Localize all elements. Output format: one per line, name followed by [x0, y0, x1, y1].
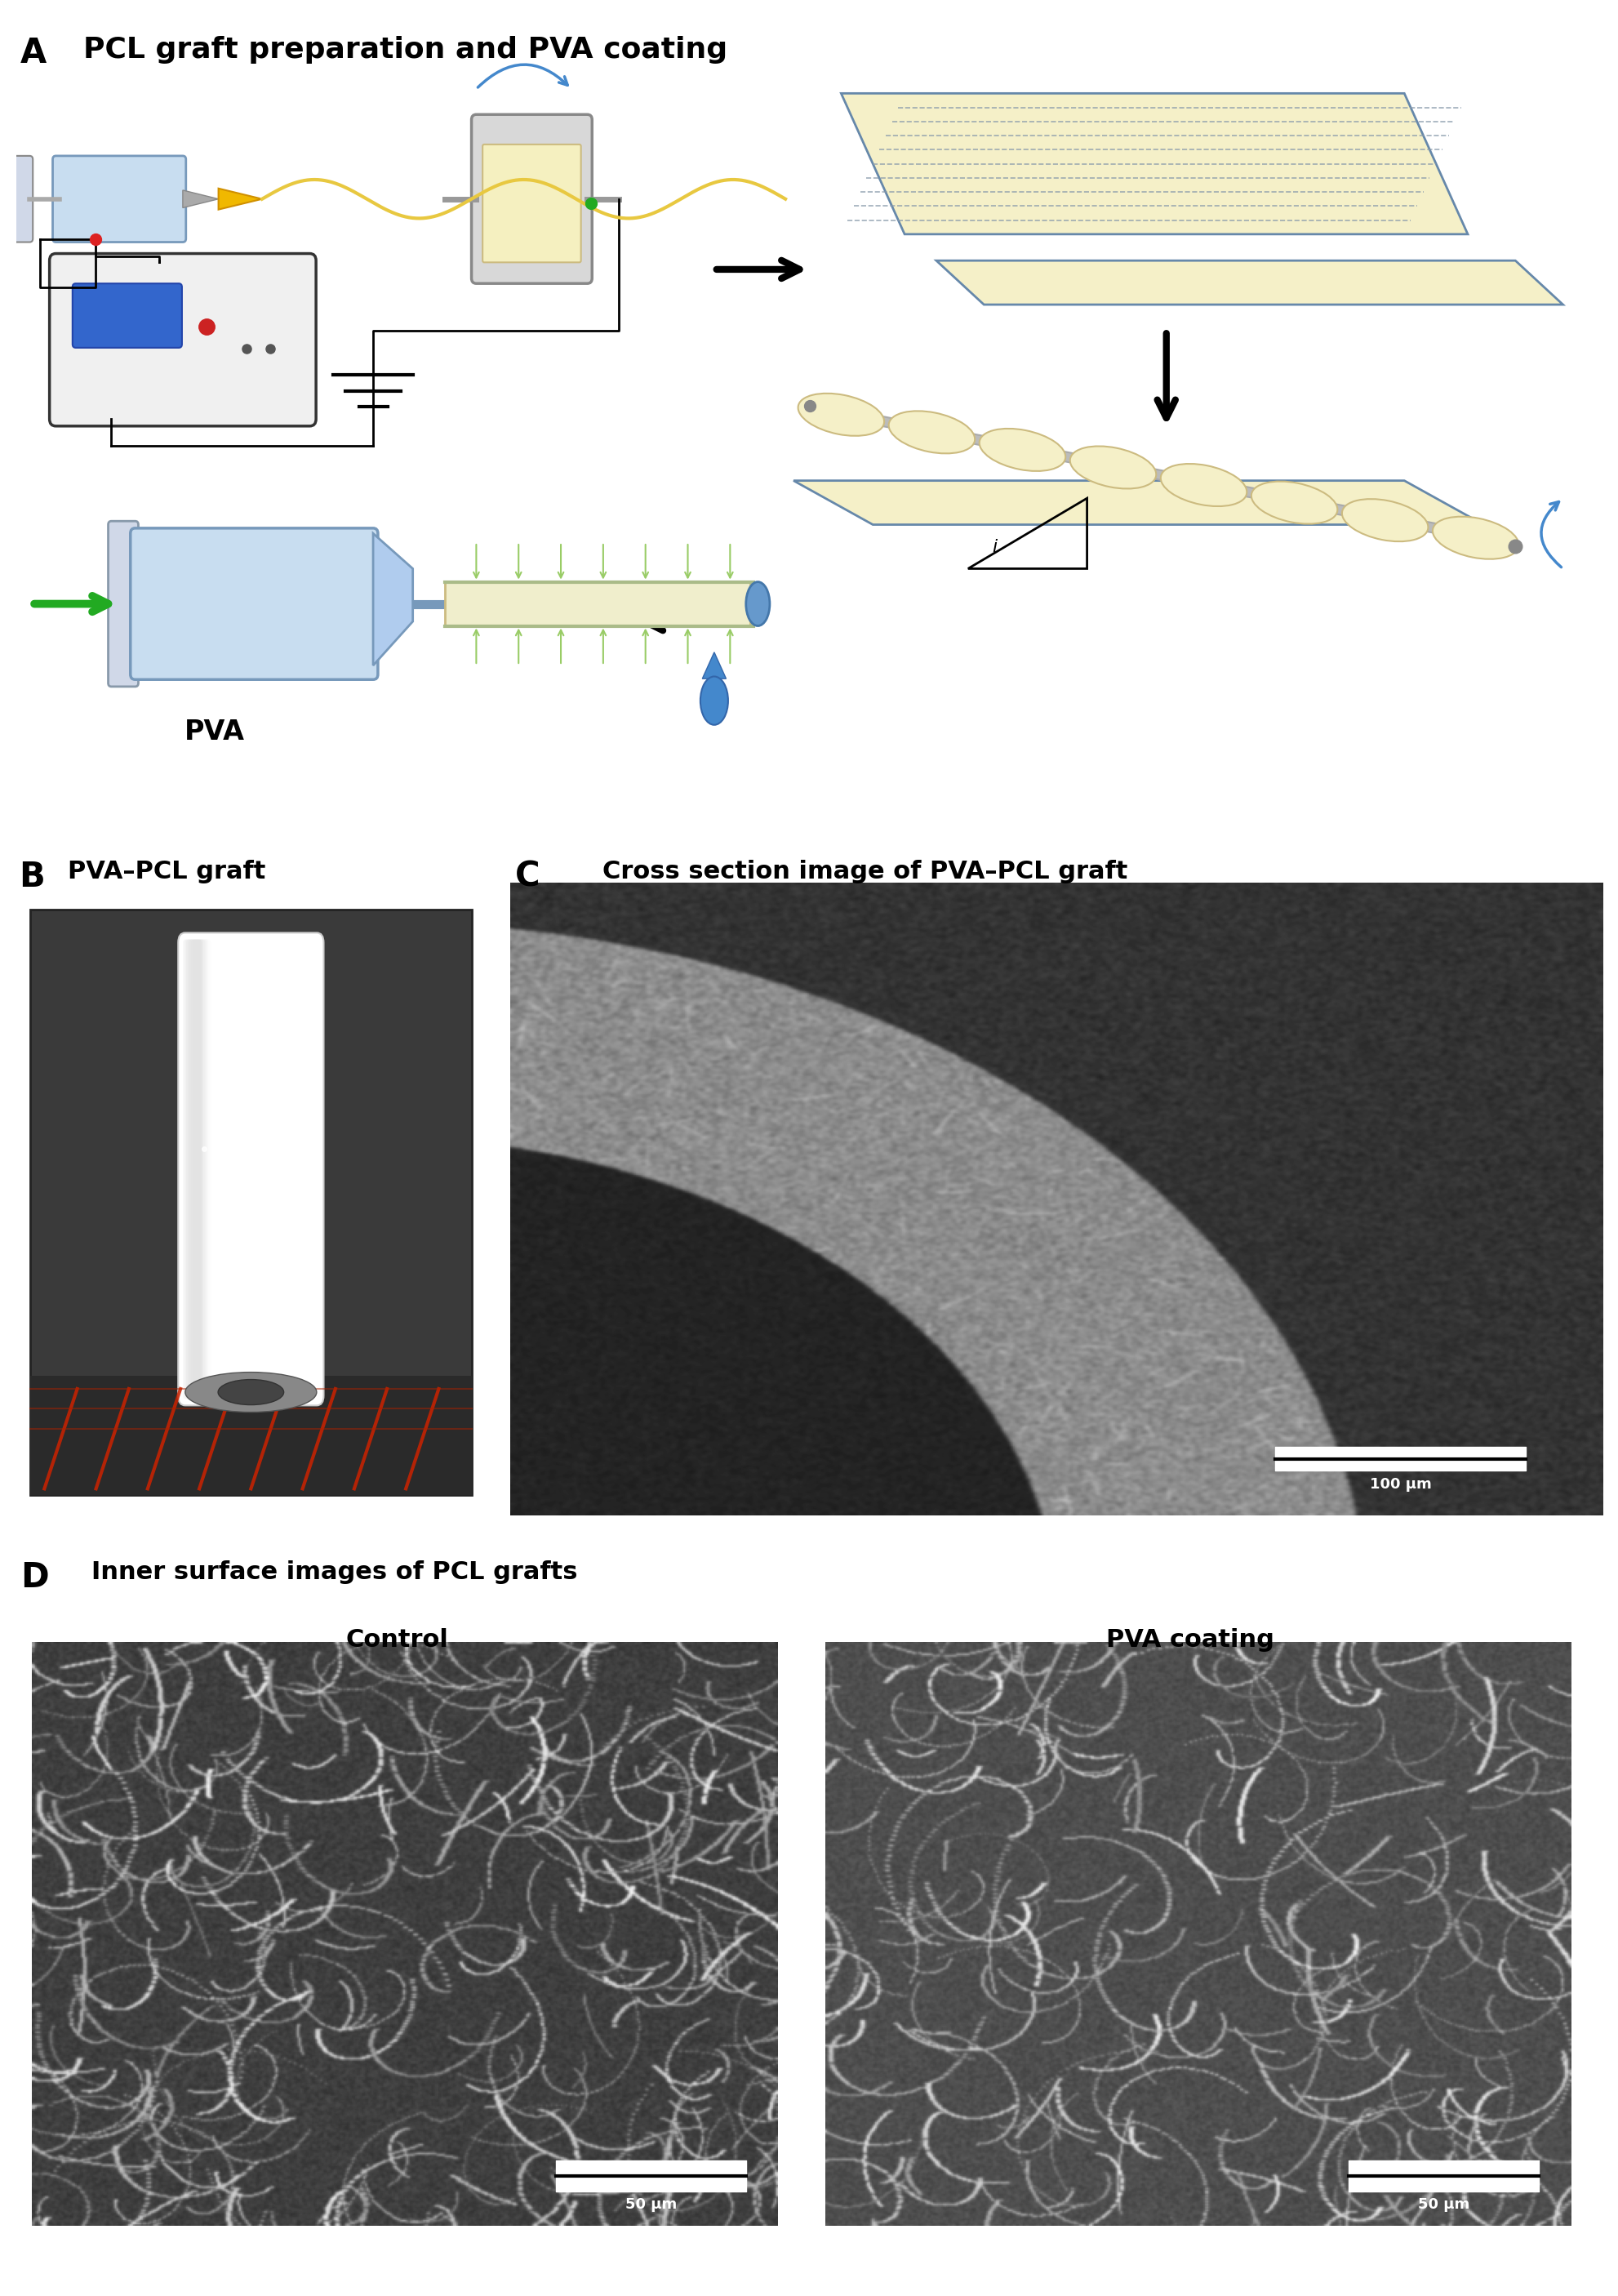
Ellipse shape	[1251, 482, 1336, 523]
FancyBboxPatch shape	[108, 521, 138, 687]
Text: Cross section image of PVA–PCL graft: Cross section image of PVA–PCL graft	[602, 859, 1128, 884]
FancyBboxPatch shape	[31, 1375, 471, 1495]
Ellipse shape	[1160, 464, 1246, 505]
Text: Inner surface images of PCL grafts: Inner surface images of PCL grafts	[92, 1561, 578, 1584]
Ellipse shape	[746, 581, 770, 627]
Polygon shape	[793, 480, 1484, 523]
Polygon shape	[841, 94, 1468, 234]
Polygon shape	[218, 188, 262, 209]
Ellipse shape	[184, 1373, 317, 1412]
Ellipse shape	[798, 393, 883, 436]
Text: 50 μm: 50 μm	[625, 2197, 676, 2213]
FancyBboxPatch shape	[184, 939, 204, 1398]
Text: PVA–PCL graft: PVA–PCL graft	[68, 859, 265, 884]
FancyBboxPatch shape	[31, 909, 471, 1495]
FancyBboxPatch shape	[73, 282, 181, 347]
Ellipse shape	[888, 411, 974, 452]
Polygon shape	[935, 262, 1563, 305]
Polygon shape	[374, 533, 413, 666]
Ellipse shape	[1069, 445, 1155, 489]
FancyBboxPatch shape	[178, 932, 324, 1405]
FancyBboxPatch shape	[53, 156, 186, 241]
Ellipse shape	[979, 429, 1065, 471]
Text: i: i	[992, 540, 997, 556]
Text: Control: Control	[345, 1628, 448, 1651]
Polygon shape	[702, 652, 726, 680]
Text: A: A	[19, 37, 47, 71]
Text: PVA: PVA	[184, 719, 244, 746]
Text: B: B	[18, 859, 44, 893]
Text: 100 μm: 100 μm	[1369, 1476, 1430, 1492]
Text: PVA coating: PVA coating	[1105, 1628, 1273, 1651]
Ellipse shape	[701, 677, 728, 726]
FancyBboxPatch shape	[471, 115, 592, 282]
FancyBboxPatch shape	[10, 156, 32, 241]
Text: PCL graft preparation and PVA coating: PCL graft preparation and PVA coating	[84, 37, 728, 64]
FancyBboxPatch shape	[445, 581, 749, 627]
Ellipse shape	[1432, 517, 1518, 558]
Text: 50 μm: 50 μm	[1417, 2197, 1469, 2213]
Text: D: D	[19, 1561, 49, 1596]
FancyBboxPatch shape	[183, 939, 202, 1398]
Ellipse shape	[218, 1380, 283, 1405]
FancyBboxPatch shape	[131, 528, 377, 680]
Text: C: C	[515, 859, 540, 893]
FancyBboxPatch shape	[482, 145, 581, 262]
Ellipse shape	[1341, 498, 1427, 542]
FancyBboxPatch shape	[50, 253, 316, 427]
Polygon shape	[183, 191, 218, 207]
